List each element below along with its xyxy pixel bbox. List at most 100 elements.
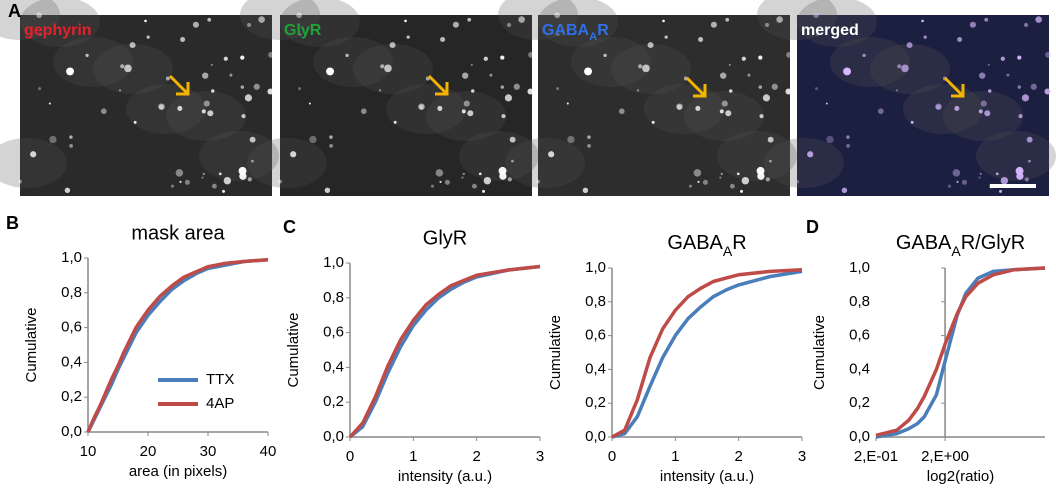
puncta [648,42,654,48]
x-axis-label: area (in pixels) [129,463,227,480]
x-tick-label: 30 [200,443,217,460]
chart-title: GABAAR [667,232,746,258]
image-label-part: GABA [542,22,590,39]
cell-haze [166,91,246,141]
puncta [462,109,466,113]
puncta [722,101,728,107]
puncta [440,37,445,42]
puncta [984,18,988,22]
puncta [268,52,274,58]
y-tick-label: 0,0 [61,423,82,440]
puncta [676,103,683,110]
puncta [862,54,865,57]
y-tick-label: 0,8 [585,293,606,310]
puncta [737,173,740,176]
puncta [267,88,273,94]
puncta [807,151,813,157]
puncta [177,106,182,111]
puncta [785,88,791,94]
puncta [988,89,991,92]
image-label: merged [801,22,859,39]
puncta [652,121,655,124]
puncta [720,109,724,113]
puncta [431,185,434,188]
cdf-line [612,271,802,437]
puncta [698,37,703,42]
x-axis-label: log2(ratio) [927,468,995,485]
puncta [554,12,560,18]
y-tick-label: 0,4 [61,353,82,370]
puncta [720,72,726,78]
puncta [379,89,381,91]
puncta [587,144,591,148]
y-tick-label: 1,0 [849,259,870,276]
puncta [445,180,450,185]
y-axis-label: Cumulative [23,307,40,382]
y-tick-label: 1,0 [61,249,82,266]
puncta [962,180,967,185]
cell-haze [505,138,585,188]
chart-title-part: GABA [667,232,723,254]
puncta [69,144,73,148]
y-axis-label: Cumulative [811,315,828,390]
chart-title: GABAAR/GlyR [896,232,1025,258]
puncta [921,20,924,23]
puncta [957,37,962,42]
puncta [1035,16,1042,23]
cell-haze [943,91,1023,141]
x-axis-label: intensity (a.u.) [660,468,754,485]
puncta [795,180,799,184]
puncta [204,101,210,107]
puncta [907,42,913,48]
puncta [896,89,898,91]
x-tick-label: 1 [671,448,679,465]
x-tick-label: 1 [409,448,417,465]
puncta [695,106,700,111]
puncta [996,173,999,176]
puncta [345,54,348,57]
puncta [759,114,763,118]
puncta [298,87,301,90]
chart-title-part: R/GlyR [961,232,1025,254]
puncta [500,55,504,59]
y-tick-label: 0,8 [61,284,82,301]
puncta [815,87,818,90]
puncta [711,22,717,28]
x-tick-label: 0 [346,448,354,465]
puncta [637,89,639,91]
puncta [897,64,901,68]
puncta [935,103,942,110]
puncta [290,151,296,157]
cell-haze [426,91,506,141]
puncta [185,180,190,185]
puncta [254,84,260,90]
puncta [437,106,442,111]
puncta [130,42,136,48]
puncta [407,35,410,38]
puncta [202,72,208,78]
y-tick-label: 0,2 [849,394,870,411]
legend-label: TTX [206,371,234,388]
puncta [202,109,206,113]
puncta [813,12,819,18]
panel-label: B [6,213,19,233]
puncta [176,169,184,177]
puncta [694,169,702,177]
x-tick-label: 40 [260,443,277,460]
puncta [329,144,333,148]
puncta [418,103,425,110]
x-tick-label: 2,E+00 [921,448,969,465]
puncta [719,176,721,178]
chart-title-part: GABA [896,232,952,254]
chart-title-part: R [732,232,746,254]
cell-haze [764,138,844,188]
puncta [120,64,124,68]
puncta [662,20,665,23]
puncta [201,176,203,178]
y-tick-label: 0,4 [849,360,870,377]
puncta [638,64,642,68]
puncta [583,188,588,193]
y-tick-label: 0,6 [849,327,870,344]
chart-title: GlyR [423,227,467,249]
puncta [826,136,833,143]
